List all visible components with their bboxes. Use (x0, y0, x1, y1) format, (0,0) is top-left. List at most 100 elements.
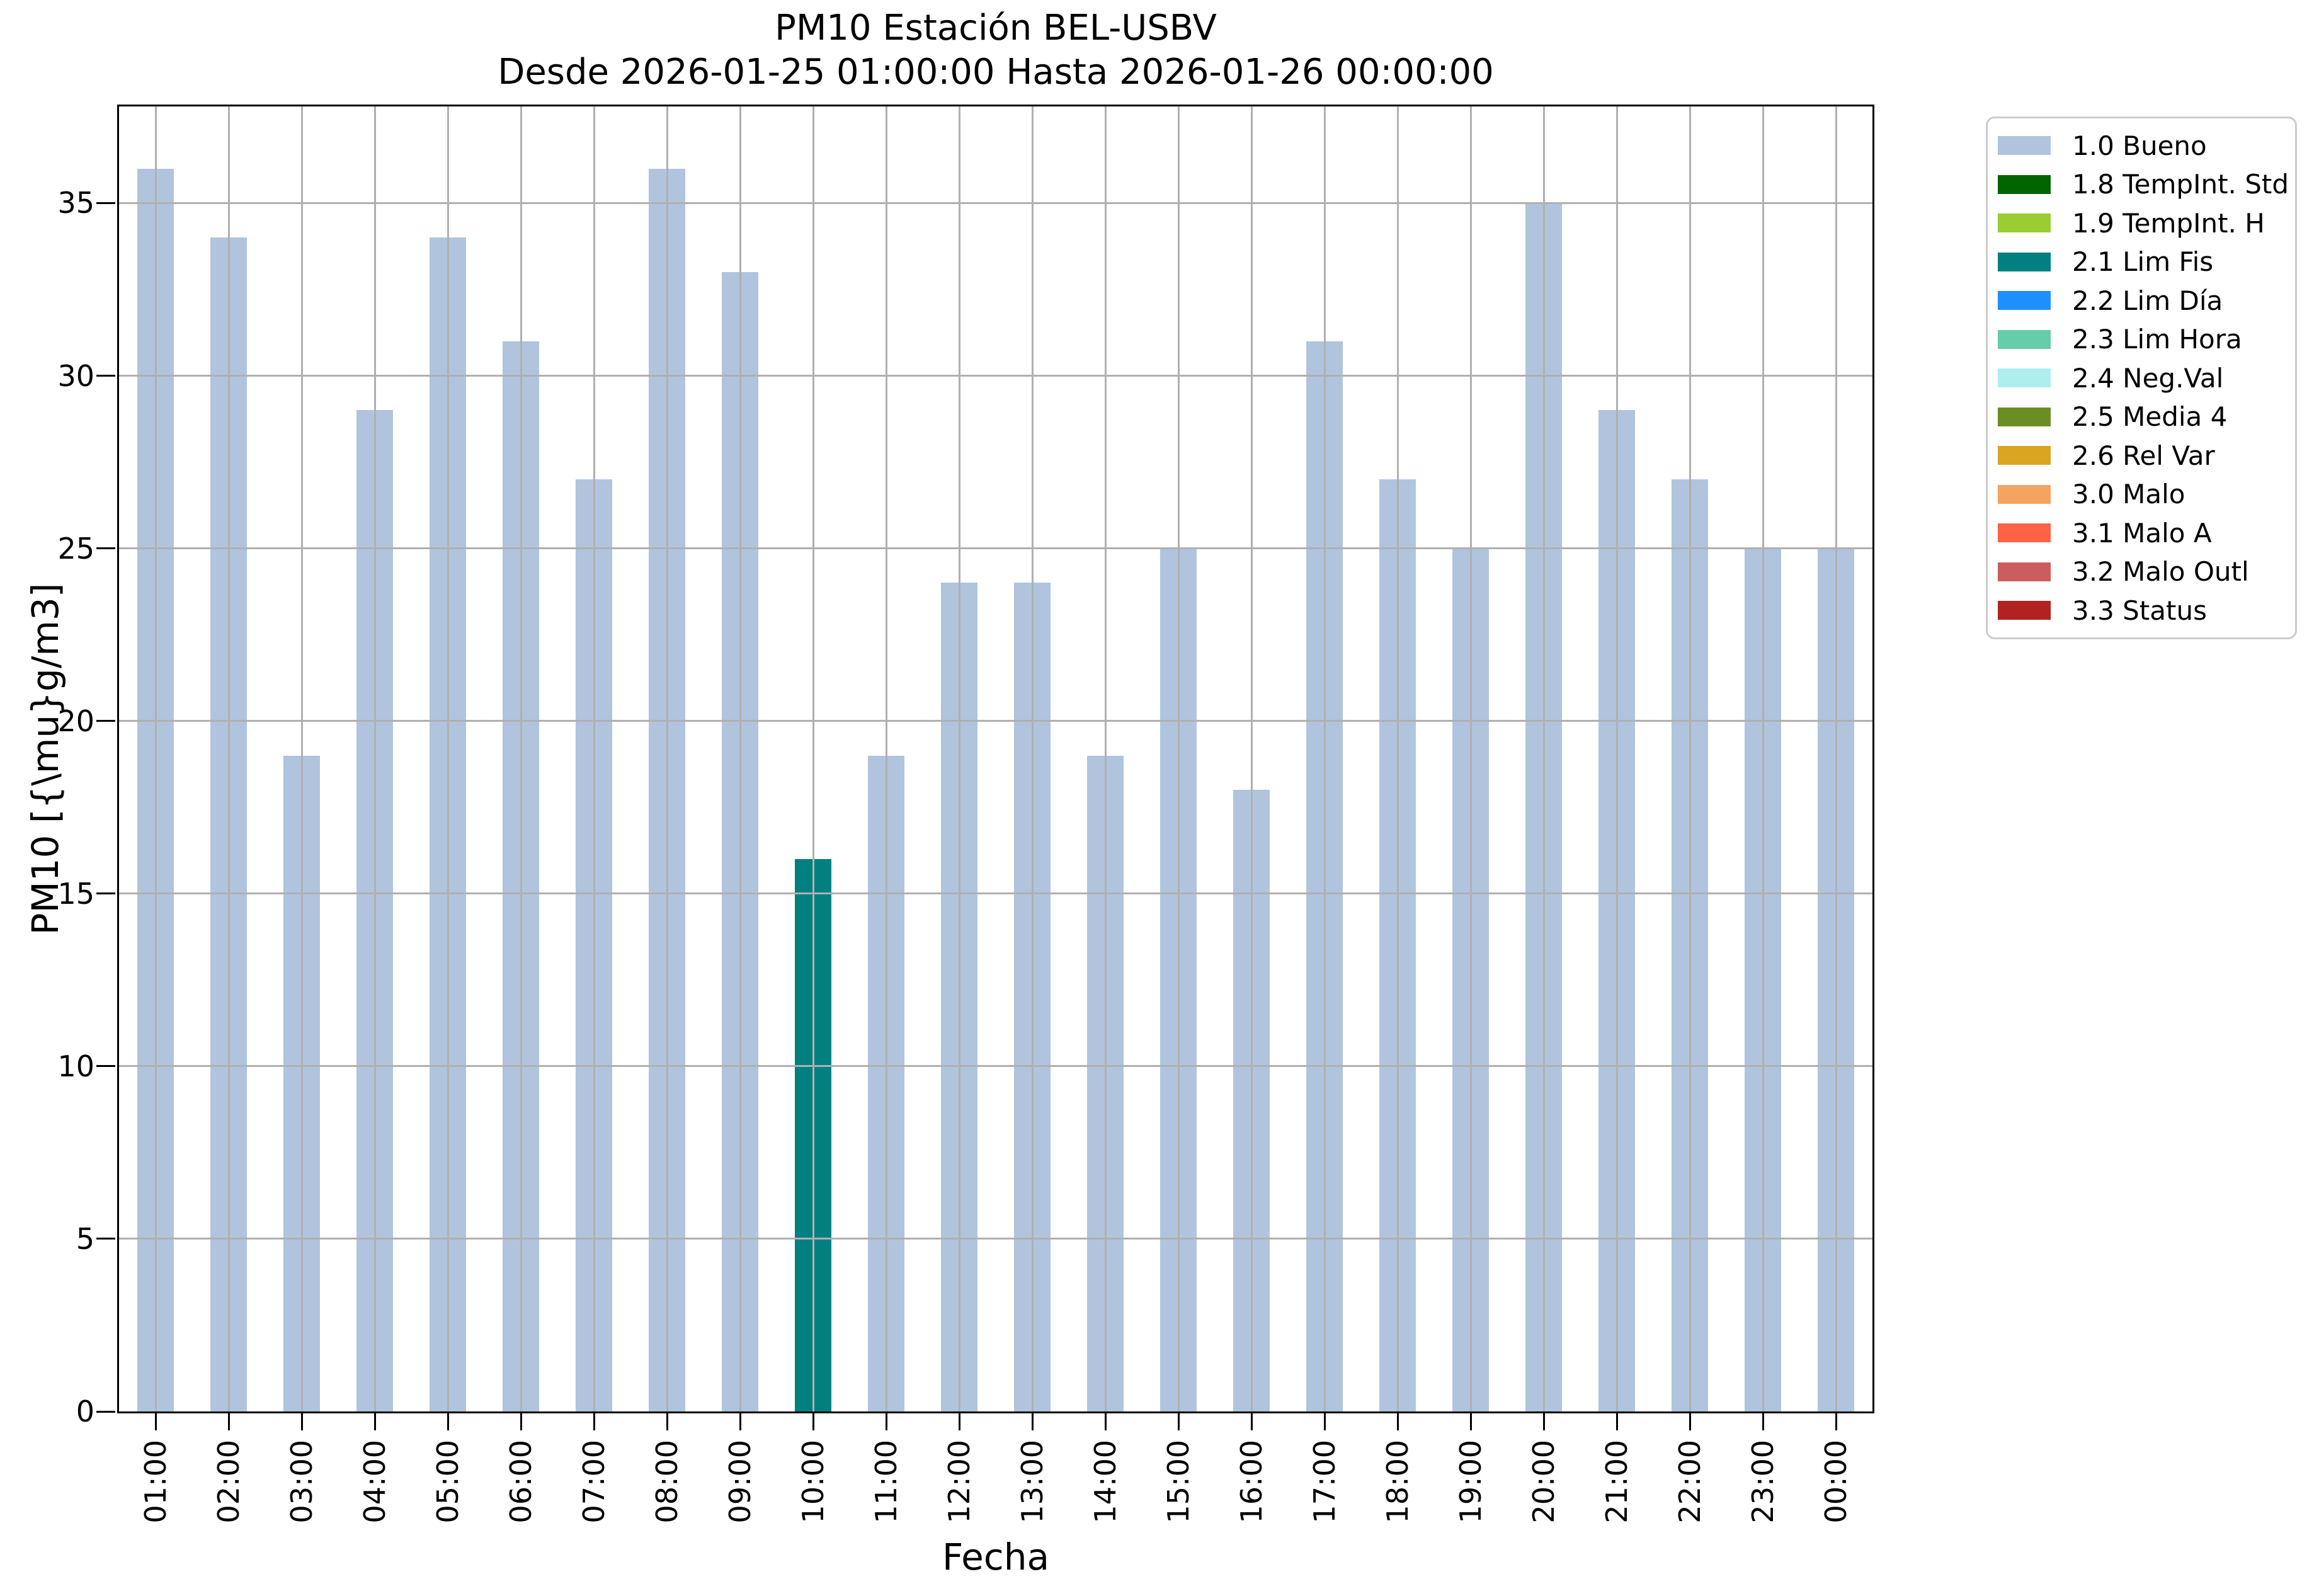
x-tick-mark (1250, 1411, 1253, 1430)
legend-swatch (1998, 136, 2051, 155)
x-gridline (300, 106, 303, 1411)
legend-label: 3.1 Malo A (2072, 517, 2212, 549)
legend-swatch (1998, 562, 2051, 581)
chart-subtitle: Desde 2026-01-25 01:00:00 Hasta 2026-01-… (498, 52, 1494, 93)
x-gridline (154, 106, 157, 1411)
x-tick-mark (739, 1411, 741, 1430)
x-gridline (1615, 106, 1618, 1411)
x-gridline (1542, 106, 1545, 1411)
x-tick-mark (447, 1411, 449, 1430)
x-tick-mark (154, 1411, 157, 1430)
legend-item: 1.9 TempInt. H (1988, 208, 2295, 239)
y-tick-mark (96, 1238, 115, 1240)
legend-swatch (1998, 368, 2051, 387)
legend-label: 2.3 Lim Hora (2072, 324, 2242, 355)
legend-swatch (1998, 601, 2051, 620)
x-tick-label-17:00: 17:00 (1308, 1440, 1342, 1524)
legend-item: 1.0 Bueno (1988, 130, 2295, 161)
x-tick-mark (1031, 1411, 1034, 1430)
y-gridline (119, 720, 1872, 722)
chart-title: PM10 Estación BEL-USBV (775, 8, 1217, 48)
x-tick-mark (227, 1411, 230, 1430)
y-tick-label: 0 (76, 1394, 94, 1428)
y-tick-label: 5 (76, 1221, 94, 1256)
y-gridline (119, 1238, 1872, 1240)
y-tick-mark (96, 892, 115, 895)
legend-label: 2.6 Rel Var (2072, 440, 2215, 471)
x-tick-label-10:00: 10:00 (796, 1440, 830, 1524)
x-tick-label-08:00: 08:00 (650, 1440, 684, 1524)
x-tick-label-20:00: 20:00 (1527, 1440, 1561, 1524)
legend-label: 3.0 Malo (2072, 479, 2185, 510)
legend-item: 1.8 TempInt. Std (1988, 169, 2295, 200)
legend-swatch (1998, 174, 2051, 194)
plot-area (117, 105, 1874, 1413)
x-axis-label: Fecha (942, 1536, 1050, 1578)
legend-item: 2.1 Lim Fis (1988, 246, 2295, 277)
x-gridline (739, 106, 741, 1411)
legend-label: 1.8 TempInt. Std (2072, 169, 2289, 200)
legend-item: 3.3 Status (1988, 595, 2295, 626)
x-tick-mark (1104, 1411, 1107, 1430)
x-tick-label-04:00: 04:00 (358, 1440, 392, 1524)
legend-label: 3.2 Malo Outl (2072, 556, 2249, 587)
legend-swatch (1998, 214, 2051, 232)
legend-item: 3.1 Malo A (1988, 518, 2295, 549)
legend-label: 3.3 Status (2072, 595, 2207, 626)
legend-item: 2.3 Lim Hora (1988, 324, 2295, 355)
x-tick-label-07:00: 07:00 (577, 1440, 611, 1524)
x-tick-label-19:00: 19:00 (1454, 1440, 1488, 1524)
x-tick-mark (812, 1411, 814, 1430)
x-gridline (958, 106, 960, 1411)
legend-swatch (1998, 407, 2051, 426)
x-gridline (1323, 106, 1326, 1411)
x-tick-label-09:00: 09:00 (723, 1440, 757, 1524)
x-tick-mark (1615, 1411, 1618, 1430)
y-tick-label: 15 (57, 876, 94, 911)
y-tick-label: 30 (57, 358, 94, 393)
x-tick-mark (1542, 1411, 1545, 1430)
x-gridline (1250, 106, 1253, 1411)
x-tick-label-16:00: 16:00 (1234, 1440, 1268, 1524)
x-gridline (520, 106, 522, 1411)
y-tick-mark (96, 375, 115, 377)
legend-item: 3.0 Malo (1988, 479, 2295, 510)
x-tick-mark (1177, 1411, 1180, 1430)
x-gridline (1177, 106, 1180, 1411)
x-tick-mark (373, 1411, 376, 1430)
y-gridline (119, 375, 1872, 377)
x-tick-label-11:00: 11:00 (869, 1440, 903, 1524)
x-tick-mark (1835, 1411, 1837, 1430)
y-tick-label: 25 (57, 531, 94, 566)
x-tick-label-03:00: 03:00 (285, 1440, 319, 1524)
legend-swatch (1998, 329, 2051, 349)
x-tick-label-23:00: 23:00 (1746, 1440, 1780, 1524)
x-gridline (593, 106, 595, 1411)
x-tick-mark (1323, 1411, 1326, 1430)
x-tick-label-05:00: 05:00 (431, 1440, 465, 1524)
legend-label: 2.2 Lim Día (2072, 285, 2223, 316)
y-gridline (119, 892, 1872, 895)
legend-swatch (1998, 484, 2051, 504)
x-gridline (1031, 106, 1034, 1411)
legend-item: 2.4 Neg.Val (1988, 363, 2295, 394)
x-tick-label-06:00: 06:00 (504, 1440, 538, 1524)
legend-swatch (1998, 446, 2051, 465)
x-gridline (447, 106, 449, 1411)
legend-item: 2.2 Lim Día (1988, 285, 2295, 316)
x-gridline (1835, 106, 1837, 1411)
x-tick-mark (1762, 1411, 1764, 1430)
y-gridline (119, 547, 1872, 550)
x-gridline (1396, 106, 1399, 1411)
y-gridline (119, 202, 1872, 204)
x-gridline (666, 106, 668, 1411)
x-tick-label-18:00: 18:00 (1381, 1440, 1415, 1524)
y-tick-label: 20 (57, 704, 94, 738)
legend-label: 1.0 Bueno (2072, 130, 2207, 161)
y-tick-mark (96, 202, 115, 204)
x-tick-mark (885, 1411, 887, 1430)
legend-label: 2.4 Neg.Val (2072, 362, 2224, 394)
y-tick-mark (96, 547, 115, 550)
x-tick-mark (958, 1411, 960, 1430)
